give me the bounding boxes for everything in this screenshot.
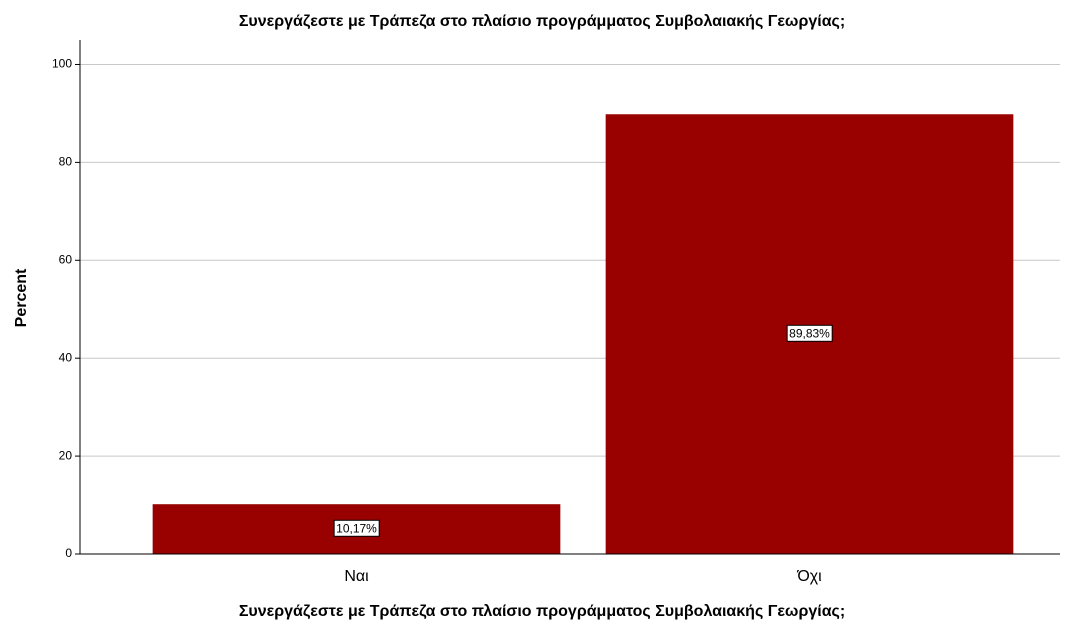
y-tick-label: 60 [59, 252, 73, 266]
value-label: 10,17% [336, 521, 377, 535]
x-tick-label: Όχι [796, 568, 822, 585]
y-axis-label: Percent [13, 268, 30, 327]
value-label: 89,83% [789, 326, 830, 340]
x-tick-label: Ναι [344, 568, 369, 585]
y-tick-label: 100 [52, 57, 72, 71]
chart-title: Συνεργάζεστε με Τράπεζα στο πλαίσιο προγ… [239, 13, 845, 30]
y-tick-label: 20 [59, 448, 73, 462]
y-tick-label: 40 [59, 350, 73, 364]
value-label-box [786, 324, 833, 342]
y-tick-label: 0 [65, 546, 72, 560]
y-tick-label: 80 [59, 155, 73, 169]
value-label-box [333, 519, 380, 537]
x-axis-label: Συνεργάζεστε με Τράπεζα στο πλαίσιο προγ… [239, 603, 845, 620]
